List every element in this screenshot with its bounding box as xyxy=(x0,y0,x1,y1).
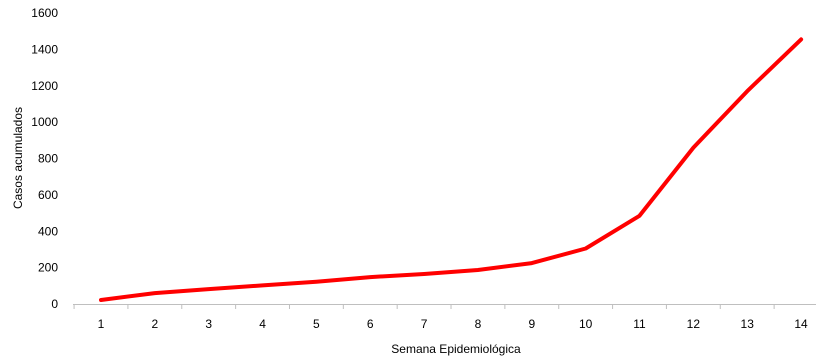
series-line-casos xyxy=(99,37,804,302)
x-tick-label: 6 xyxy=(367,317,374,331)
x-tick-label: 13 xyxy=(741,317,755,331)
y-tick-label: 1400 xyxy=(31,42,58,56)
x-tick-label: 9 xyxy=(528,317,535,331)
x-tick-label: 10 xyxy=(579,317,593,331)
x-tick-label: 7 xyxy=(421,317,428,331)
x-tick-label: 4 xyxy=(259,317,266,331)
x-axis-ticks: 1 2 3 4 5 6 7 8 9 10 11 12 13 14 xyxy=(73,304,808,331)
x-tick-label: 8 xyxy=(475,317,482,331)
y-tick-label: 0 xyxy=(51,297,58,311)
x-tick-label: 5 xyxy=(313,317,320,331)
y-tick-label: 1200 xyxy=(31,79,58,93)
x-tick-label: 14 xyxy=(794,317,808,331)
y-axis-ticks: 0 200 400 600 800 1000 1200 1400 1600 xyxy=(31,6,58,311)
y-tick-label: 600 xyxy=(38,188,58,202)
x-tick-label: 12 xyxy=(687,317,701,331)
y-tick-label: 400 xyxy=(38,224,58,238)
y-tick-label: 1600 xyxy=(31,6,58,20)
x-tick-label: 2 xyxy=(152,317,159,331)
x-tick-label: 3 xyxy=(205,317,212,331)
y-axis-title: Casos acumulados xyxy=(11,107,25,209)
y-tick-label: 800 xyxy=(38,152,58,166)
y-tick-label: 200 xyxy=(38,261,58,275)
x-axis-title: Semana Epidemiológica xyxy=(391,342,521,356)
x-tick-label: 1 xyxy=(98,317,105,331)
x-tick-label: 11 xyxy=(633,317,646,331)
y-tick-label: 1000 xyxy=(31,115,58,129)
